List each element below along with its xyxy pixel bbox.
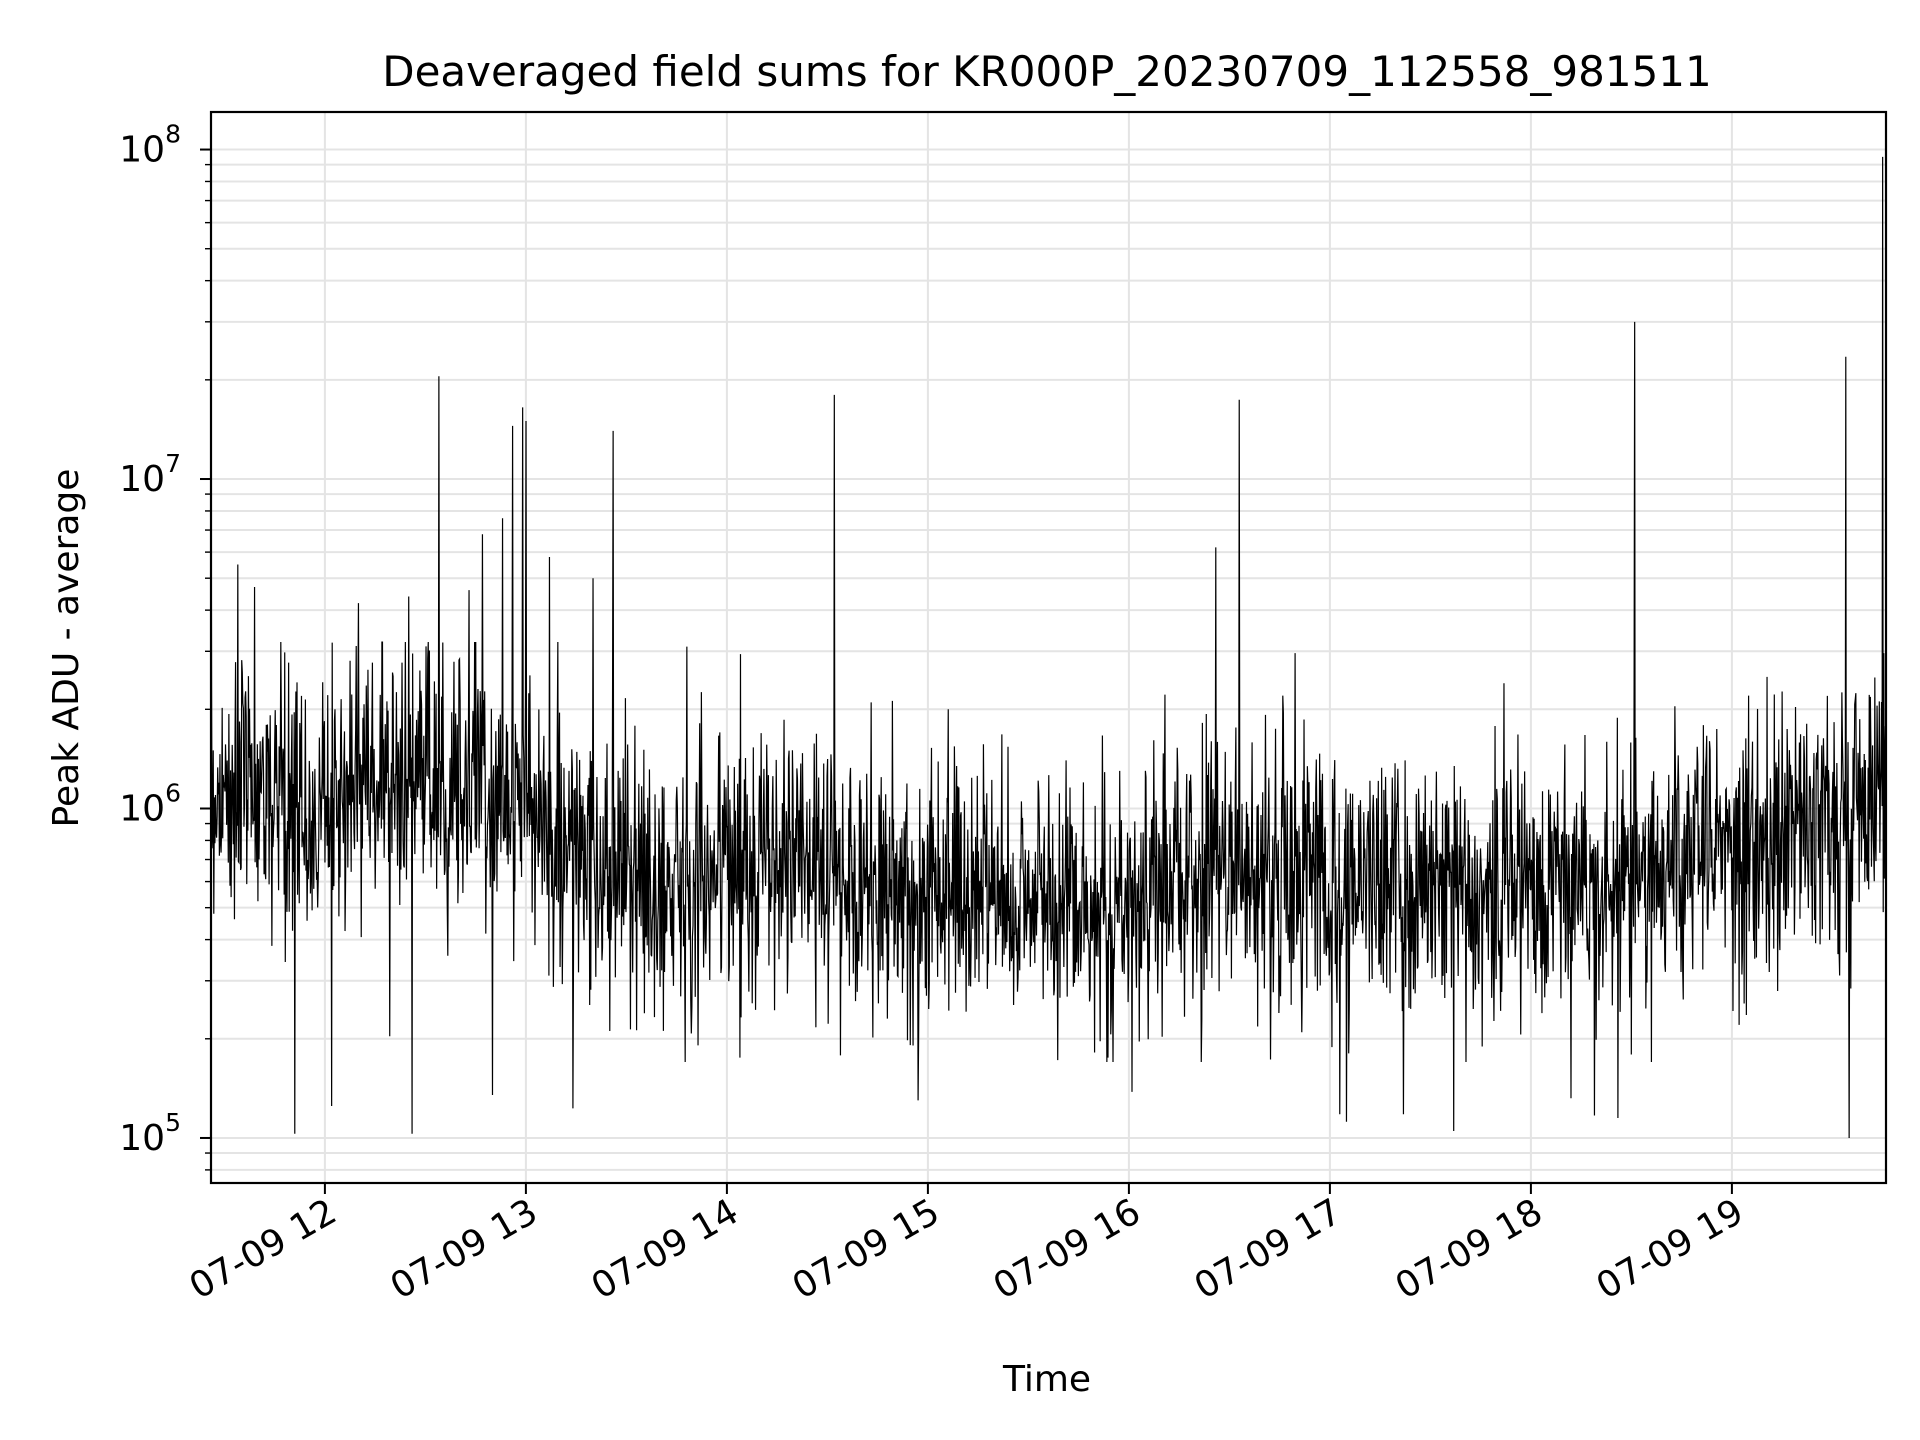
y-tick-exponent: 8 — [165, 120, 181, 149]
chart-title: Deaveraged field sums for KR000P_2023070… — [382, 47, 1712, 96]
y-tick-base: 10 — [119, 788, 165, 829]
y-tick-base: 10 — [119, 1118, 165, 1159]
y-tick-base: 10 — [119, 130, 165, 171]
plot-frame — [209, 110, 1888, 1185]
y-tick-label: 105 — [119, 1108, 181, 1159]
series — [210, 156, 1887, 1138]
y-tick-label: 106 — [119, 778, 181, 829]
y-tick-base: 10 — [119, 459, 165, 500]
y-tick-label: 108 — [119, 120, 181, 171]
y-tick-exponent: 7 — [165, 449, 181, 478]
y-tick-exponent: 6 — [165, 778, 181, 807]
x-axis-label: Time — [1002, 1359, 1091, 1400]
y-axis-label: Peak ADU - average — [46, 469, 87, 828]
series-line — [210, 156, 1887, 1138]
y-tick-exponent: 5 — [165, 1108, 181, 1137]
y-tick-label: 107 — [119, 449, 181, 500]
